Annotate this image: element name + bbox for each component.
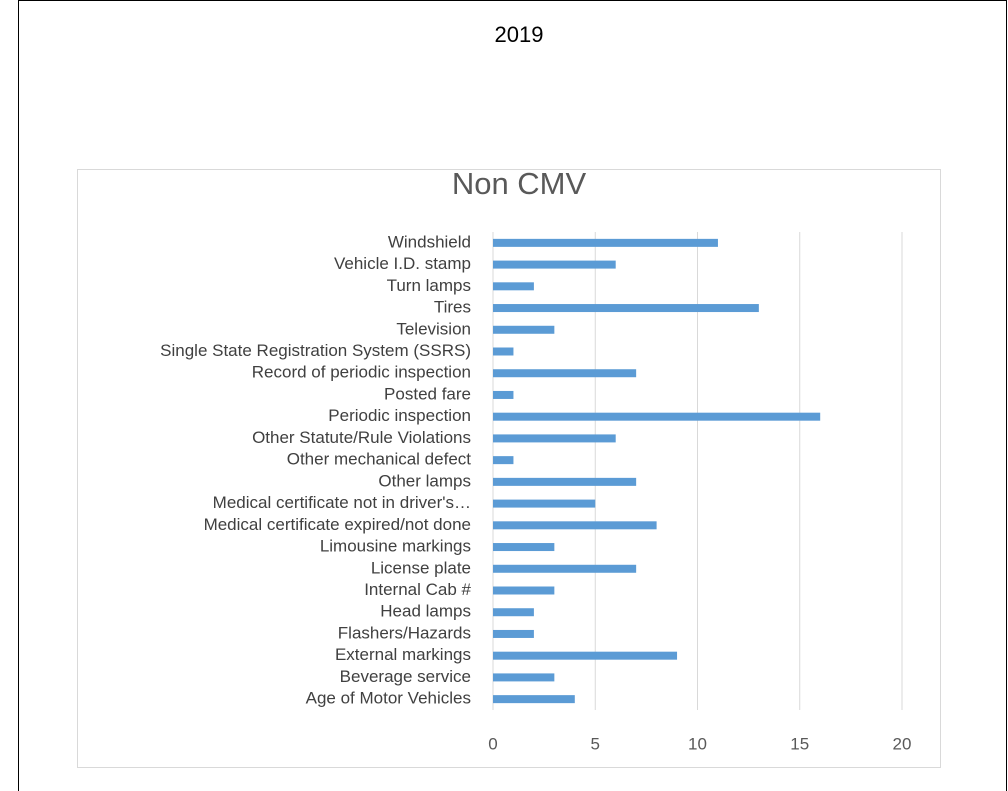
bar bbox=[493, 499, 596, 508]
y-tick-label: Periodic inspection bbox=[328, 406, 471, 425]
page-border bbox=[18, 0, 1007, 791]
bar bbox=[493, 347, 514, 356]
x-tick-label: 20 bbox=[893, 734, 912, 753]
y-tick-label: External markings bbox=[335, 645, 471, 664]
chart-frame bbox=[77, 169, 941, 768]
bar bbox=[493, 238, 718, 247]
y-tick-label: Single State Registration System (SSRS) bbox=[160, 341, 471, 360]
y-tick-label: Turn lamps bbox=[387, 276, 471, 295]
x-tick-label: 5 bbox=[591, 734, 600, 753]
y-tick-label: Beverage service bbox=[340, 667, 471, 686]
bar bbox=[493, 695, 575, 704]
y-tick-label: License plate bbox=[371, 558, 471, 577]
y-tick-label: Windshield bbox=[388, 232, 471, 251]
bar bbox=[493, 412, 821, 421]
y-tick-label: Other mechanical defect bbox=[287, 450, 472, 469]
bar bbox=[493, 456, 514, 465]
chart-title: Non CMV bbox=[452, 166, 587, 201]
y-tick-label: Posted fare bbox=[384, 384, 471, 403]
x-tick-label: 0 bbox=[488, 734, 497, 753]
bar bbox=[493, 282, 534, 291]
bar bbox=[493, 390, 514, 399]
y-tick-label: Flashers/Hazards bbox=[338, 623, 471, 642]
y-tick-label: Medical certificate not in driver's… bbox=[213, 493, 471, 512]
bar bbox=[493, 608, 534, 617]
bar bbox=[493, 260, 616, 269]
y-tick-label: Vehicle I.D. stamp bbox=[334, 254, 471, 273]
bar bbox=[493, 673, 555, 682]
bar bbox=[493, 434, 616, 443]
y-tick-label: Age of Motor Vehicles bbox=[306, 689, 471, 708]
y-tick-label: Other Statute/Rule Violations bbox=[252, 428, 471, 447]
x-tick-label: 15 bbox=[790, 734, 809, 753]
bar bbox=[493, 543, 555, 552]
bar bbox=[493, 564, 637, 573]
page-heading: 2019 bbox=[495, 22, 544, 47]
bar bbox=[493, 304, 759, 313]
bar bbox=[493, 369, 637, 378]
y-tick-label: Tires bbox=[434, 298, 471, 317]
y-tick-label: Other lamps bbox=[378, 471, 471, 490]
bar bbox=[493, 586, 555, 595]
y-tick-label: Internal Cab # bbox=[364, 580, 471, 599]
y-tick-label: Head lamps bbox=[380, 602, 471, 621]
x-tick-label: 10 bbox=[688, 734, 707, 753]
y-tick-label: Limousine markings bbox=[320, 537, 471, 556]
bar bbox=[493, 477, 637, 486]
y-tick-label: Medical certificate expired/not done bbox=[204, 515, 471, 534]
y-tick-label: Record of periodic inspection bbox=[252, 363, 471, 382]
bar bbox=[493, 629, 534, 638]
bar bbox=[493, 521, 657, 530]
y-tick-label: Television bbox=[396, 319, 471, 338]
bar bbox=[493, 325, 555, 334]
bar bbox=[493, 651, 678, 660]
